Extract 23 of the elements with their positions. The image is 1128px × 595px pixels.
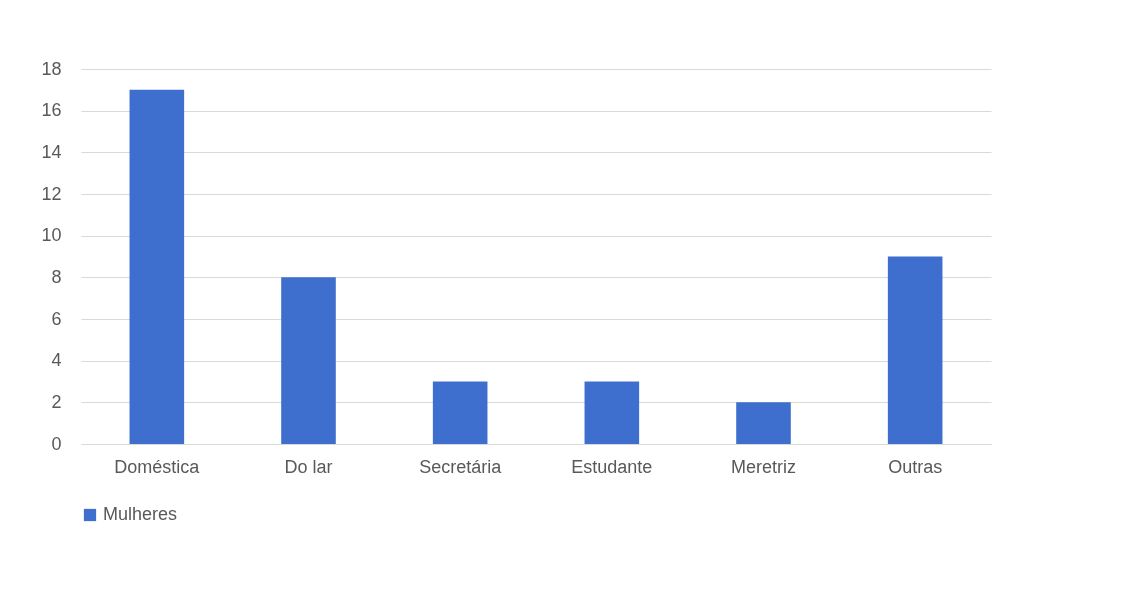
y-tick-label: 4 — [51, 350, 62, 371]
y-tick-label: 6 — [51, 308, 62, 329]
y-tick-label: 12 — [41, 183, 62, 204]
x-tick-label: Outras — [888, 456, 943, 477]
y-tick-label: 10 — [41, 225, 62, 246]
bar — [887, 256, 943, 444]
bar — [129, 89, 185, 444]
x-tick-label: Do lar — [284, 456, 333, 477]
x-tick-label: Doméstica — [114, 456, 201, 477]
bar — [432, 381, 488, 444]
x-tick-label: Estudante — [571, 456, 653, 477]
y-tick-label: 2 — [51, 391, 62, 412]
x-tick-label: Secretária — [419, 456, 503, 477]
bar — [584, 381, 640, 444]
y-tick-label: 18 — [41, 58, 62, 79]
y-tick-label: 14 — [41, 141, 62, 162]
y-tick-label: 8 — [51, 266, 62, 287]
bar — [281, 277, 336, 444]
bar — [736, 402, 791, 444]
y-tick-label: 0 — [51, 433, 62, 454]
legend-label: Mulheres — [103, 504, 178, 524]
x-tick-label: Meretriz — [730, 456, 797, 477]
y-tick-label: 16 — [41, 100, 62, 121]
